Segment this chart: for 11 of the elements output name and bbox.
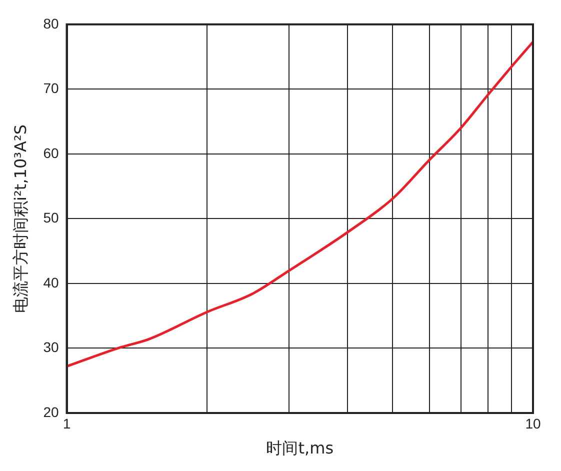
y-tick-label: 50	[43, 210, 59, 226]
y-tick-label: 80	[43, 15, 59, 32]
y-tick-label: 40	[43, 274, 59, 290]
x-tick-label: 10	[525, 415, 541, 432]
x-tick-label: 1	[62, 415, 71, 432]
x-axis-title: 时间t,ms	[266, 438, 334, 458]
y-tick-label: 70	[43, 80, 59, 96]
y-tick-label: 20	[43, 404, 59, 420]
y-tick-label: 30	[43, 339, 59, 356]
y-axis-title: 电流平方时间积i²t,10³A²S	[10, 124, 30, 313]
y-tick-label: 60	[43, 144, 59, 161]
